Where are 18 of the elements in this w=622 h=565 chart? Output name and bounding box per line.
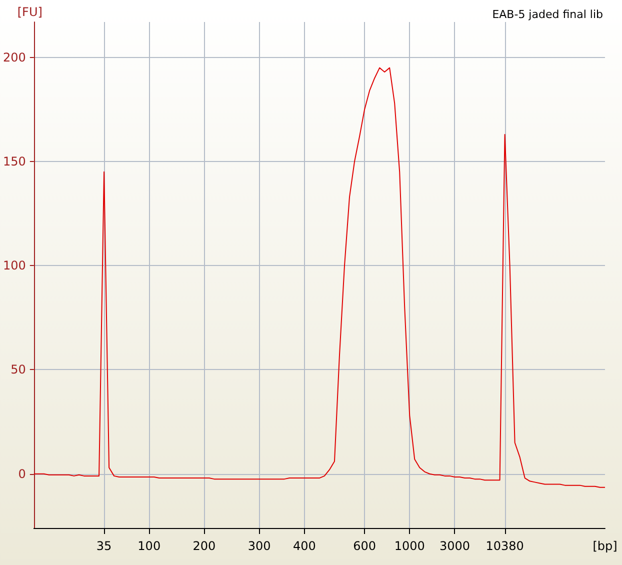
x-axis-title: [bp] (592, 539, 618, 553)
x-tick-label: 200 (192, 539, 216, 553)
chart-title: EAB-5 jaded final lib (492, 8, 604, 21)
y-tick-label: 200 (3, 50, 26, 64)
y-tick-label: 100 (3, 258, 26, 273)
x-tick-label: 100 (138, 539, 161, 553)
y-tick-label: 0 (18, 466, 26, 481)
x-tick-label: 10380 (486, 539, 524, 553)
x-tick-label: 35 (96, 539, 112, 553)
y-tick-label: 50 (10, 362, 26, 377)
y-tick-label: 150 (3, 154, 26, 169)
x-tick-label: 300 (248, 539, 271, 553)
x-tick-label: 600 (353, 539, 376, 553)
x-tick-label: 400 (292, 539, 316, 553)
line-series (33, 67, 606, 488)
x-tick-label: 1000 (394, 539, 425, 553)
y-axis-title: [FU] (17, 5, 42, 19)
x-tick-label: 3000 (439, 539, 470, 553)
